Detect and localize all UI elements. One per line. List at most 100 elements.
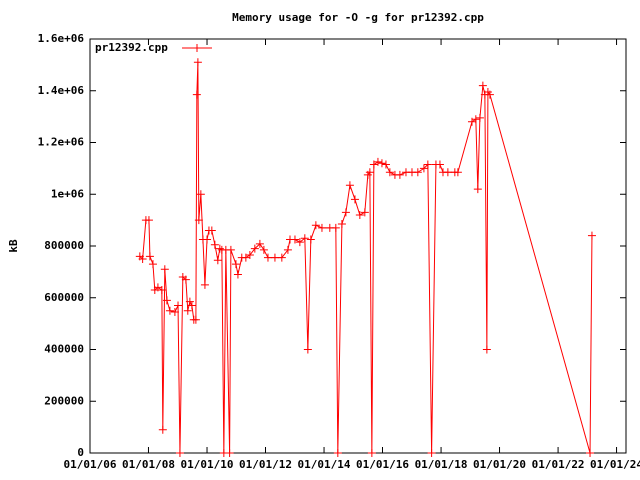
- data-point: [200, 280, 209, 289]
- data-point: [175, 449, 184, 457]
- data-point: [170, 307, 179, 316]
- data-point: [377, 159, 386, 168]
- data-point: [290, 235, 299, 244]
- y-tick-label: 1.2e+06: [38, 136, 85, 149]
- data-point: [586, 449, 595, 457]
- data-point: [210, 240, 219, 249]
- data-point: [360, 208, 369, 217]
- data-point: [395, 170, 404, 179]
- data-point: [337, 220, 346, 229]
- data-point: [185, 297, 194, 306]
- data-point: [145, 252, 154, 261]
- data-point: [373, 157, 382, 166]
- data-point: [162, 296, 171, 305]
- data-point: [473, 185, 482, 194]
- y-tick-label: 200000: [44, 394, 84, 407]
- data-point: [215, 244, 224, 253]
- x-tick-label: 01/01/12: [239, 458, 292, 471]
- y-tick-label: 800000: [44, 239, 84, 252]
- data-point: [192, 90, 201, 99]
- data-point: [207, 226, 216, 235]
- data-point: [245, 251, 254, 260]
- data-point: [295, 238, 304, 247]
- data-point: [160, 265, 169, 274]
- data-point: [259, 245, 268, 254]
- data-point: [157, 285, 166, 294]
- data-point: [303, 345, 312, 354]
- data-point: [255, 239, 264, 248]
- y-tick-label: 400000: [44, 343, 84, 356]
- data-point: [341, 208, 350, 217]
- data-point: [435, 160, 444, 169]
- data-point: [423, 160, 432, 169]
- y-tick-label: 1.4e+06: [38, 84, 85, 97]
- plot-border: [89, 38, 627, 454]
- data-point: [300, 234, 309, 243]
- x-tick-label: 01/01/18: [415, 458, 468, 471]
- x-tick-label: 01/01/06: [64, 458, 117, 471]
- data-point: [144, 216, 153, 225]
- data-point: [165, 306, 174, 315]
- data-point: [270, 253, 279, 262]
- data-point: [475, 113, 484, 122]
- y-tick-label: 0: [77, 446, 84, 459]
- chart-title: Memory usage for -O -g for pr12392.cpp: [232, 11, 484, 24]
- data-point: [355, 210, 364, 219]
- data-point: [367, 449, 376, 457]
- data-point: [231, 260, 240, 269]
- x-tick-label: 01/01/14: [298, 458, 351, 471]
- x-tick-label: 01/01/10: [181, 458, 234, 471]
- x-tick-label: 01/01/20: [473, 458, 526, 471]
- data-point: [250, 244, 259, 253]
- data-point: [485, 90, 494, 99]
- data-point: [306, 235, 315, 244]
- data-point: [385, 168, 394, 177]
- data-point: [158, 425, 167, 434]
- data-point: [194, 216, 203, 225]
- data-point: [333, 449, 342, 457]
- data-point: [233, 270, 242, 279]
- data-point: [225, 449, 234, 457]
- data-point: [478, 81, 487, 90]
- data-point: [203, 235, 212, 244]
- data-point: [277, 253, 286, 262]
- data-point: [317, 223, 326, 232]
- data-point: [482, 345, 491, 354]
- legend-marker: [193, 44, 201, 52]
- data-point: [311, 221, 320, 230]
- data-point: [241, 253, 250, 262]
- data-point: [183, 306, 192, 315]
- data-point: [419, 164, 428, 173]
- data-point: [196, 190, 205, 199]
- data-point: [187, 301, 196, 310]
- data-point: [181, 275, 190, 284]
- data-point: [453, 168, 462, 177]
- data-point: [331, 223, 340, 232]
- data-point: [226, 245, 235, 254]
- data-point: [350, 195, 359, 204]
- x-tick-label: 01/01/16: [356, 458, 409, 471]
- data-point: [148, 260, 157, 269]
- data-point: [191, 315, 200, 324]
- data-point: [213, 256, 222, 265]
- data-point: [471, 115, 480, 124]
- data-point: [174, 301, 183, 310]
- data-point: [263, 253, 272, 262]
- data-point: [369, 160, 378, 169]
- data-point: [587, 231, 596, 240]
- data-point: [443, 168, 452, 177]
- data-point: [345, 181, 354, 190]
- x-tick-label: 01/01/22: [532, 458, 585, 471]
- x-tick-label: 01/01/24: [590, 458, 640, 471]
- y-tick-label: 1e+06: [51, 187, 84, 200]
- data-point: [138, 254, 147, 263]
- x-tick-label: 01/01/08: [122, 458, 175, 471]
- data-point: [427, 449, 436, 457]
- legend-label: pr12392.cpp: [95, 41, 168, 54]
- data-point: [283, 245, 292, 254]
- data-point: [381, 160, 390, 169]
- y-tick-label: 600000: [44, 291, 84, 304]
- y-tick-label: 1.6e+06: [38, 32, 85, 45]
